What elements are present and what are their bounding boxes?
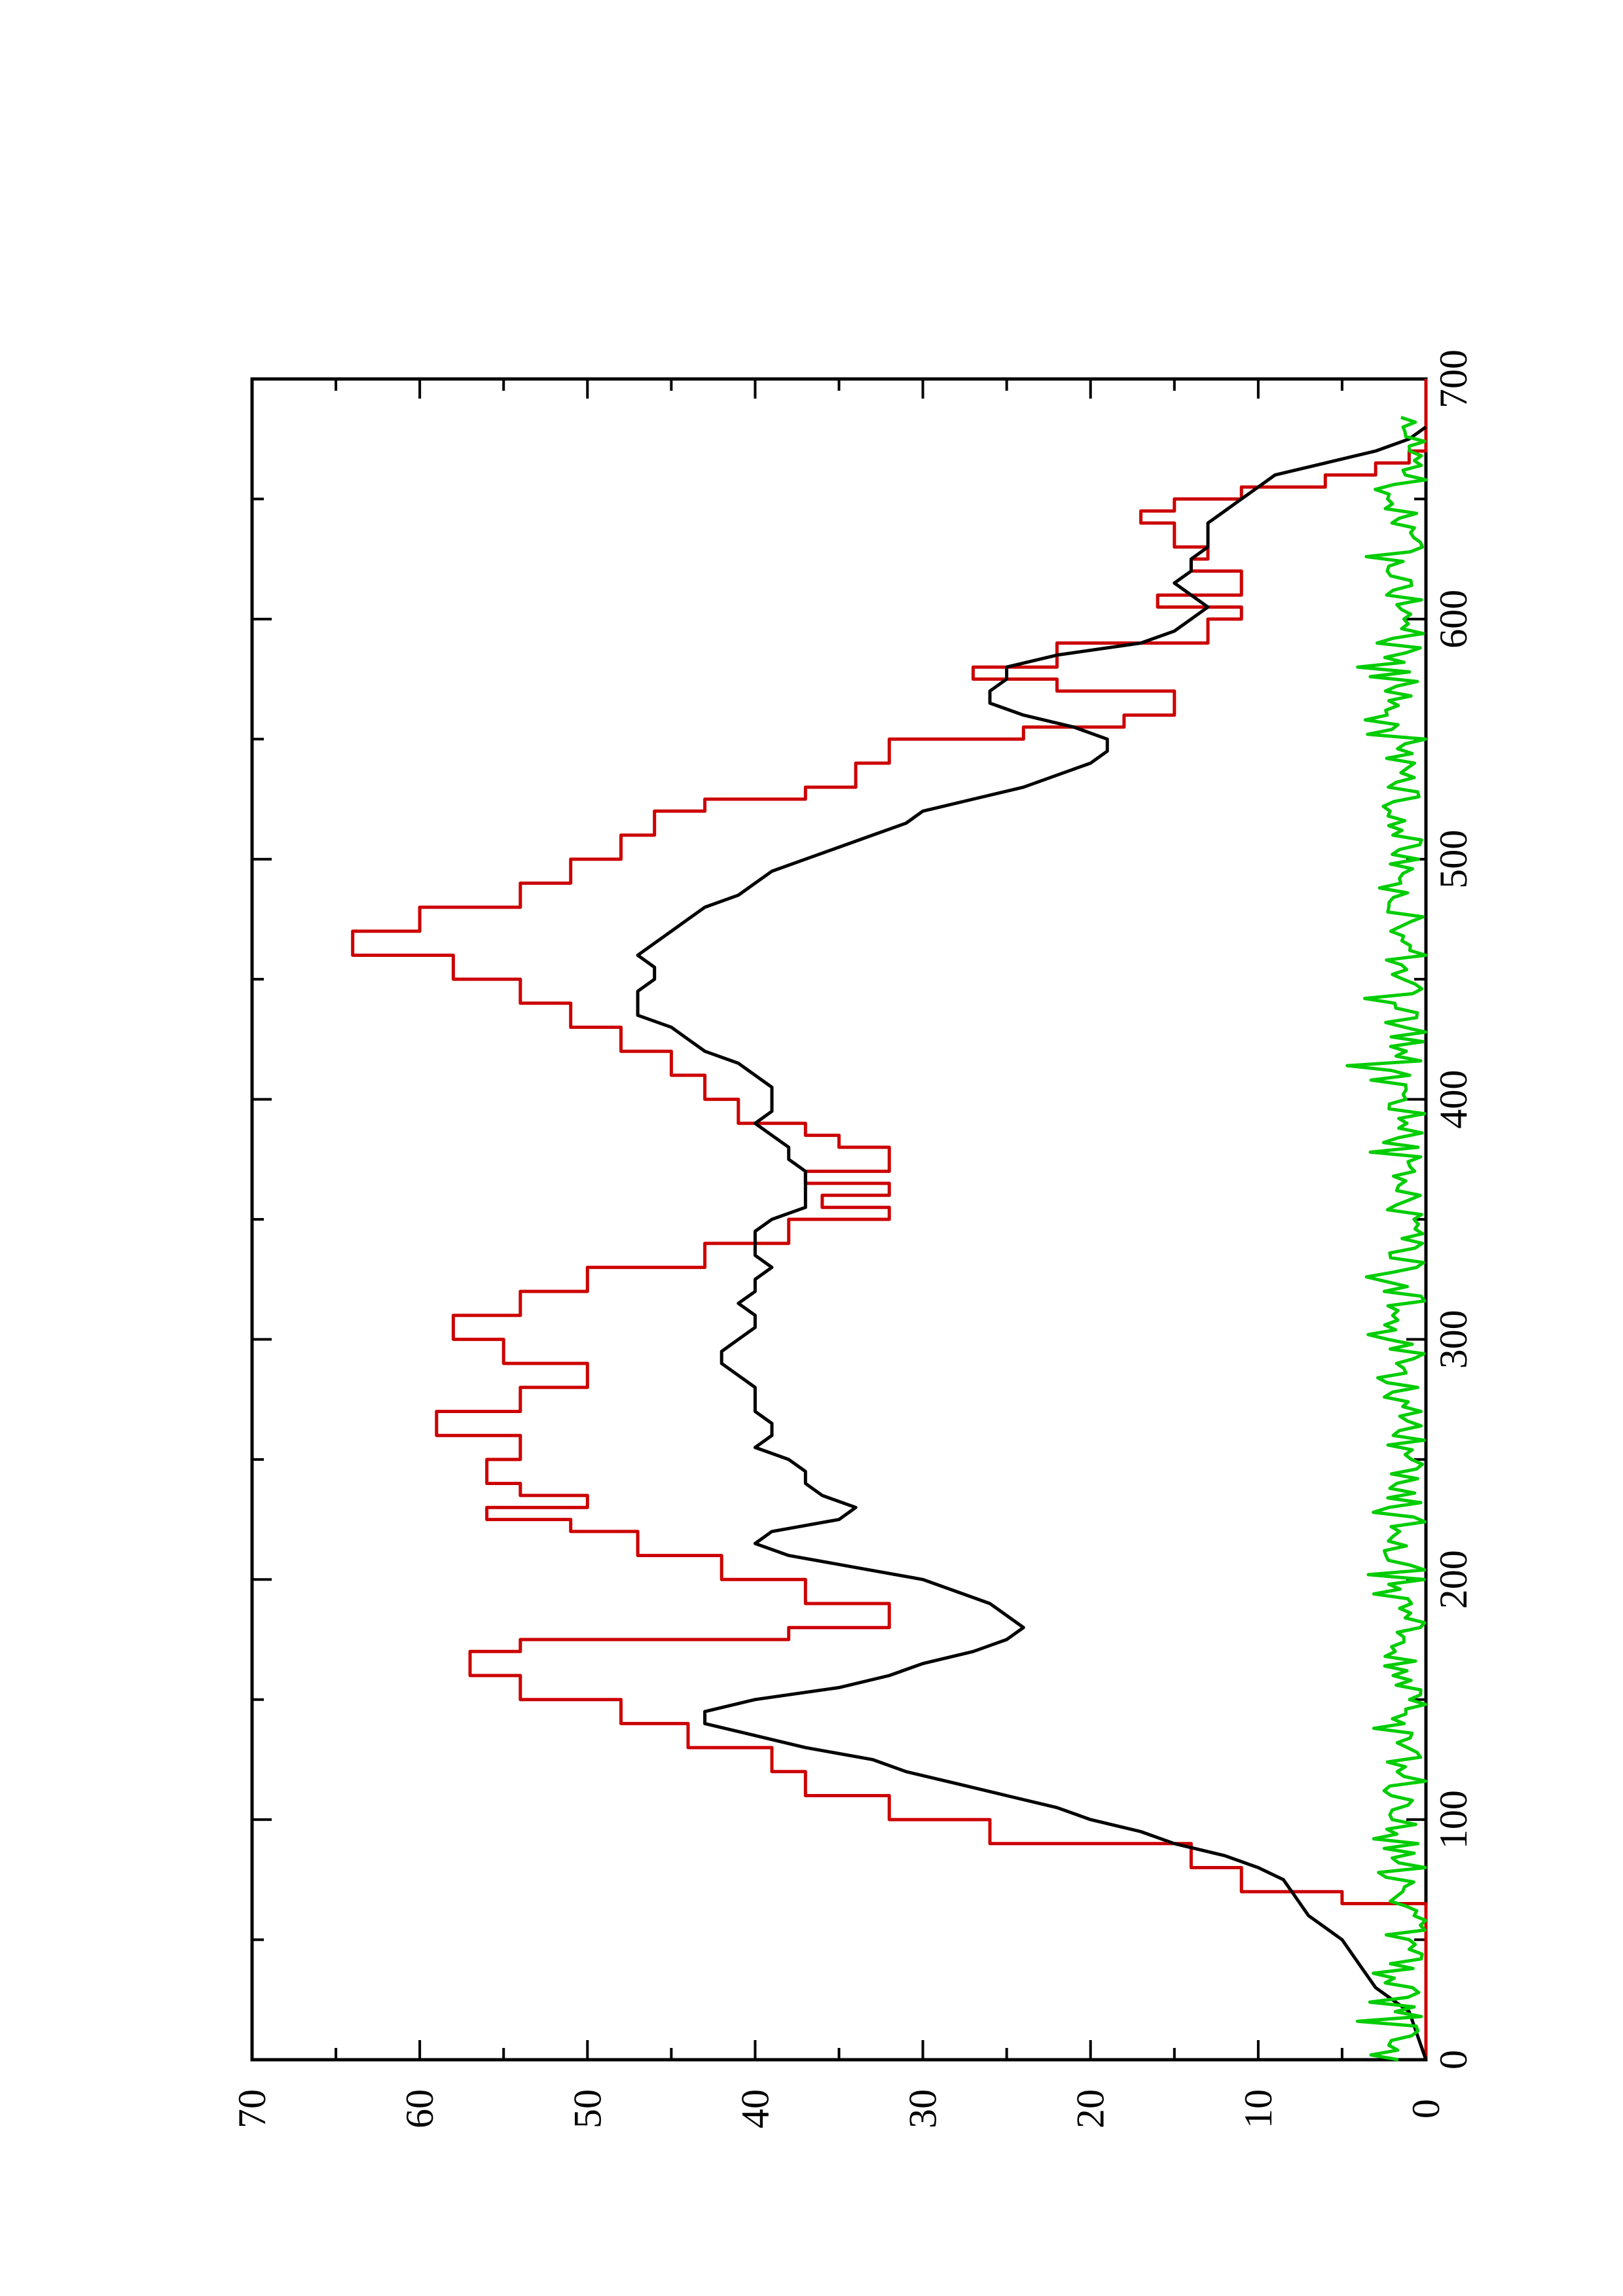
x-tick-label: 100 xyxy=(1432,1790,1475,1849)
series-line-1 xyxy=(636,425,1428,2060)
y-tick-label: 50 xyxy=(566,2089,609,2128)
data-series xyxy=(351,379,1428,2062)
x-tick-label: 200 xyxy=(1432,1550,1475,1609)
y-tick-label: 10 xyxy=(1237,2089,1280,2128)
x-tick-label: 500 xyxy=(1432,830,1475,889)
y-tick-label: 30 xyxy=(902,2089,945,2128)
series-line-0 xyxy=(351,379,1428,2060)
y-tick-label: 60 xyxy=(398,2089,441,2128)
x-tick-label: 600 xyxy=(1432,590,1475,649)
series-line-2 xyxy=(1345,416,1428,2062)
y-tick-label: 40 xyxy=(733,2089,776,2128)
x-tick-label: 400 xyxy=(1432,1070,1475,1129)
y-tick-label: 70 xyxy=(230,2089,274,2128)
y-tick-label: 0 xyxy=(1404,2099,1448,2119)
x-tick-label: 700 xyxy=(1432,350,1475,408)
x-tick-label: 300 xyxy=(1432,1310,1475,1369)
tick-labels: 0 100 200 300 400 500 600 700 0 10 20 30 40 50 60 70 xyxy=(230,350,1475,2128)
tick-marks xyxy=(251,378,1427,2061)
y-tick-label: 20 xyxy=(1069,2089,1112,2128)
x-tick-label: 0 xyxy=(1432,2050,1475,2070)
